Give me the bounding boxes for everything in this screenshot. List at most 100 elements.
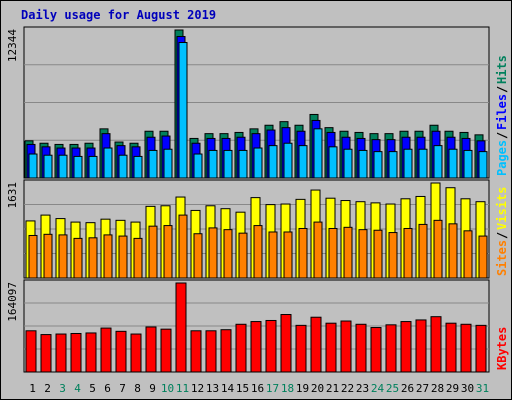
x-tick-label-11: 11 [176, 382, 189, 395]
bar-sites-day-12 [193, 233, 203, 279]
bar-kbytes-day-27 [415, 319, 427, 373]
bar-sites-day-3 [58, 234, 68, 279]
bar-sites-day-26 [403, 227, 413, 279]
bar-sites-day-2 [43, 233, 53, 279]
bar-kbytes-day-31 [475, 324, 487, 373]
legend-separator: / [495, 86, 509, 93]
bar-kbytes-day-16 [250, 321, 262, 373]
bar-sites-day-27 [418, 223, 428, 279]
bar-pages-day-30 [463, 149, 473, 179]
bar-kbytes-day-9 [145, 326, 157, 373]
bar-sites-day-22 [343, 226, 353, 279]
legend-separator: / [495, 232, 509, 239]
bar-kbytes-day-22 [340, 320, 352, 373]
bar-kbytes-day-17 [265, 319, 277, 373]
x-tick-label-6: 6 [104, 382, 111, 395]
bar-kbytes-day-30 [460, 323, 472, 373]
bar-kbytes-day-7 [115, 330, 127, 373]
y-max-label: 1631 [6, 182, 19, 209]
x-tick-label-13: 13 [206, 382, 219, 395]
bar-pages-day-24 [373, 151, 383, 179]
bar-pages-day-10 [163, 148, 173, 179]
bar-kbytes-day-8 [130, 333, 142, 373]
bar-pages-day-5 [88, 155, 98, 179]
bar-kbytes-day-20 [310, 316, 322, 373]
bar-sites-day-17 [268, 231, 278, 279]
x-tick-label-3: 3 [59, 382, 66, 395]
bar-sites-day-30 [463, 230, 473, 279]
legend-separator: / [495, 132, 509, 139]
bar-kbytes-day-11 [175, 282, 187, 373]
legend-pages: Pages [495, 140, 509, 176]
x-tick-label-4: 4 [74, 382, 81, 395]
x-tick-label-30: 30 [461, 382, 474, 395]
bar-kbytes-day-29 [445, 322, 457, 373]
bar-sites-day-4 [73, 237, 83, 279]
bar-sites-day-16 [253, 225, 263, 279]
bar-kbytes-day-5 [85, 332, 97, 373]
bar-pages-day-23 [358, 149, 368, 179]
bar-pages-day-3 [58, 154, 68, 179]
bar-sites-day-11 [178, 214, 188, 279]
bar-pages-day-19 [298, 145, 308, 179]
x-tick-label-23: 23 [356, 382, 369, 395]
bar-pages-day-15 [238, 149, 248, 179]
x-tick-label-29: 29 [446, 382, 459, 395]
bar-kbytes-day-4 [70, 332, 82, 373]
bar-sites-day-29 [448, 223, 458, 279]
bar-sites-day-15 [238, 232, 248, 279]
x-tick-label-10: 10 [161, 382, 174, 395]
bar-sites-day-18 [283, 231, 293, 279]
bar-kbytes-day-28 [430, 316, 442, 373]
bar-kbytes-day-26 [400, 321, 412, 373]
bar-kbytes-day-12 [190, 330, 202, 373]
bar-sites-day-19 [298, 227, 308, 279]
x-tick-label-18: 18 [281, 382, 294, 395]
bar-sites-day-7 [118, 235, 128, 279]
bar-kbytes-day-14 [220, 329, 232, 373]
bar-sites-day-24 [373, 229, 383, 279]
bar-pages-day-8 [133, 155, 143, 179]
bar-pages-day-29 [448, 148, 458, 179]
bar-pages-day-1 [28, 153, 38, 179]
x-tick-label-25: 25 [386, 382, 399, 395]
x-tick-label-9: 9 [149, 382, 156, 395]
x-tick-label-28: 28 [431, 382, 444, 395]
bar-pages-day-31 [478, 151, 488, 179]
x-tick-label-5: 5 [89, 382, 96, 395]
bar-sites-day-23 [358, 229, 368, 279]
bar-pages-day-27 [418, 148, 428, 179]
bar-sites-day-31 [478, 235, 488, 279]
bar-pages-day-14 [223, 149, 233, 179]
bar-kbytes-day-10 [160, 328, 172, 373]
x-tick-label-22: 22 [341, 382, 354, 395]
bar-sites-day-25 [388, 232, 398, 279]
bar-kbytes-day-24 [370, 327, 382, 373]
x-tick-label-19: 19 [296, 382, 309, 395]
bar-pages-day-16 [253, 147, 263, 179]
legend-kbytes: KBytes [495, 327, 509, 370]
bar-sites-day-14 [223, 229, 233, 279]
x-tick-label-2: 2 [44, 382, 51, 395]
bar-kbytes-day-18 [280, 314, 292, 373]
bar-kbytes-day-6 [100, 327, 112, 373]
legend-sites: Sites [495, 240, 509, 276]
bar-kbytes-day-25 [385, 324, 397, 373]
bar-sites-day-8 [133, 237, 143, 279]
bar-pages-day-22 [343, 148, 353, 179]
bar-pages-day-26 [403, 148, 413, 179]
panel-visits-sites: 1631 Sites/ Visits [6, 179, 509, 279]
bar-kbytes-day-19 [295, 324, 307, 373]
bar-pages-day-11 [178, 42, 188, 179]
x-tick-label-8: 8 [134, 382, 141, 395]
bar-sites-day-9 [148, 225, 158, 279]
bar-pages-day-7 [118, 154, 128, 179]
y-max-label: 12344 [6, 29, 19, 62]
x-tick-label-21: 21 [326, 382, 339, 395]
x-tick-label-12: 12 [191, 382, 204, 395]
legend-files: Files [495, 94, 509, 130]
x-tick-label-26: 26 [401, 382, 414, 395]
panel-kbytes: 164097 KBytes [6, 279, 509, 373]
y-max-label: 164097 [6, 282, 19, 322]
